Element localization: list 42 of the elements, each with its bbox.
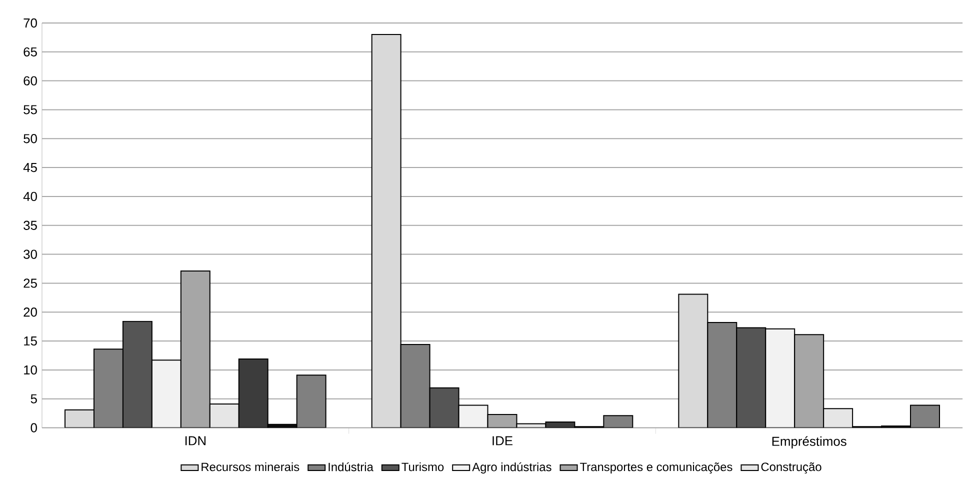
bar [151, 360, 182, 428]
text: Agro indústrias [472, 462, 552, 474]
y-tick-label: 0 [30, 423, 37, 432]
bar [238, 358, 268, 428]
bar [823, 408, 854, 428]
bar [372, 34, 401, 428]
bar [736, 327, 766, 428]
bar [93, 348, 124, 428]
legend-label: Transportes e comunicações [580, 462, 732, 474]
y-tick-label: 35 [24, 220, 37, 230]
bar [64, 409, 94, 428]
legend-label: Construção [761, 462, 822, 474]
bar [400, 344, 430, 428]
x-tick-label: IDE [492, 436, 512, 446]
y-tick-label: 15 [24, 336, 37, 346]
bar [765, 328, 796, 428]
bar [209, 404, 240, 428]
y-tick-label: 50 [24, 134, 37, 144]
y-tick-label: 5 [30, 394, 37, 404]
y-tick-label: 65 [24, 47, 37, 57]
y-tick-label: 55 [24, 105, 37, 114]
legend-label: Turismo [402, 462, 444, 472]
legend-label: Recursos minerais [202, 462, 300, 472]
x-tick-label: Empréstimos [772, 436, 846, 449]
bar [707, 322, 738, 428]
bar [678, 294, 708, 428]
bar [122, 320, 152, 428]
y-tick-label: 70 [24, 18, 37, 28]
bar [296, 374, 326, 428]
bar [604, 416, 633, 428]
y-tick-label: 45 [23, 163, 37, 172]
y-tick-label: 30 [24, 250, 37, 259]
y-tick-label: 25 [24, 278, 37, 288]
legend-label: Indústria [328, 462, 374, 472]
y-tick-label: 20 [24, 308, 37, 317]
y-tick-label: 40 [23, 192, 37, 202]
y-tick-label: 10 [24, 365, 37, 375]
y-tick-label: 60 [24, 76, 37, 86]
bar [458, 405, 488, 428]
x-tick-label: IDN [185, 436, 206, 446]
bar [430, 388, 459, 428]
bar [910, 404, 940, 428]
